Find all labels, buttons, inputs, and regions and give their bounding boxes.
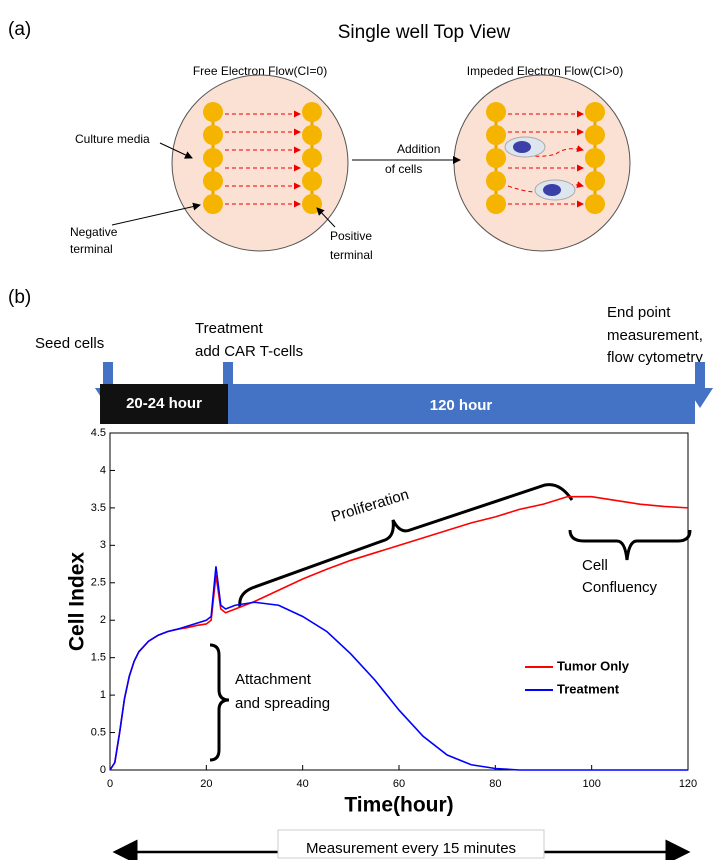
brace xyxy=(568,529,692,561)
annotation: Attachment xyxy=(235,671,312,688)
terminal xyxy=(585,148,605,168)
terminal xyxy=(203,171,223,191)
label: terminal xyxy=(70,242,113,256)
terminal xyxy=(302,148,322,168)
brace xyxy=(209,643,230,762)
well-title: Free Electron Flow(CI=0) xyxy=(193,64,327,78)
phase-bar xyxy=(228,384,695,424)
x-tick-label: 40 xyxy=(297,778,309,790)
terminal xyxy=(203,194,223,214)
cell-nucleus xyxy=(543,184,561,196)
label: Seed cells xyxy=(35,335,104,352)
terminal xyxy=(486,148,506,168)
y-tick-label: 0 xyxy=(100,764,106,776)
x-tick-label: 100 xyxy=(582,778,600,790)
terminal xyxy=(486,194,506,214)
label: of cells xyxy=(385,162,422,176)
label: flow cytometry xyxy=(607,349,703,366)
series-line xyxy=(109,566,688,771)
x-tick-label: 0 xyxy=(107,778,113,790)
label: terminal xyxy=(330,248,373,262)
y-tick-label: 3 xyxy=(100,539,106,551)
y-tick-label: 1.5 xyxy=(91,652,106,664)
x-tick-label: 80 xyxy=(489,778,501,790)
y-tick-label: 4 xyxy=(100,464,106,476)
x-tick-label: 120 xyxy=(679,778,697,790)
y-tick-label: 2.5 xyxy=(91,577,106,589)
annotation: and spreading xyxy=(235,695,330,712)
terminal xyxy=(302,125,322,145)
legend-label: Tumor Only xyxy=(557,658,630,673)
x-tick-label: 20 xyxy=(200,778,212,790)
y-tick-label: 4.5 xyxy=(91,427,106,439)
label: Treatment xyxy=(195,320,264,337)
terminal xyxy=(203,125,223,145)
terminal xyxy=(486,171,506,191)
terminal xyxy=(585,102,605,122)
label: measurement, xyxy=(607,327,703,344)
terminal xyxy=(486,125,506,145)
y-tick-label: 1 xyxy=(100,689,106,701)
label: add CAR T-cells xyxy=(195,343,303,360)
terminal xyxy=(486,102,506,122)
plot-area xyxy=(109,432,689,771)
annotation: Confluency xyxy=(582,579,658,596)
label: Addition xyxy=(397,142,440,156)
pointer xyxy=(111,202,201,226)
legend-label: Treatment xyxy=(557,681,620,696)
annotation: Cell xyxy=(582,557,608,574)
y-tick-label: 3.5 xyxy=(91,502,106,514)
terminal xyxy=(302,171,322,191)
well xyxy=(171,74,349,252)
y-tick-label: 0.5 xyxy=(91,726,106,738)
terminal xyxy=(203,102,223,122)
brace xyxy=(238,483,574,608)
cell-nucleus xyxy=(513,141,531,153)
panel-label: (a) xyxy=(8,19,31,40)
terminal xyxy=(585,194,605,214)
annotation: Proliferation xyxy=(329,486,411,526)
label: Positive xyxy=(330,229,372,243)
phase-label: 120 hour xyxy=(430,397,493,414)
current xyxy=(507,181,584,193)
label: Negative xyxy=(70,225,118,239)
terminal xyxy=(203,148,223,168)
electrodes xyxy=(203,102,605,214)
terminal xyxy=(302,102,322,122)
panel-title: Single well Top View xyxy=(338,22,511,43)
y-tick-label: 2 xyxy=(100,614,106,626)
phase-bar xyxy=(100,384,228,424)
label: End point xyxy=(607,304,671,321)
series-line xyxy=(109,495,689,771)
terminal xyxy=(585,171,605,191)
pointer xyxy=(316,207,336,228)
phase-label: 20-24 hour xyxy=(126,395,202,412)
terminal xyxy=(302,194,322,214)
footer-box xyxy=(277,829,545,859)
x-axis-title: Time(hour) xyxy=(344,794,453,817)
y-axis-title: Cell Index xyxy=(66,552,89,652)
label: Culture media xyxy=(75,132,150,146)
well-title: Impeded Electron Flow(CI>0) xyxy=(467,64,623,78)
pointer xyxy=(159,142,193,159)
x-tick-label: 60 xyxy=(393,778,405,790)
panel-label: (b) xyxy=(8,287,31,308)
footer-label: Measurement every 15 minutes xyxy=(306,840,516,857)
terminal xyxy=(585,125,605,145)
